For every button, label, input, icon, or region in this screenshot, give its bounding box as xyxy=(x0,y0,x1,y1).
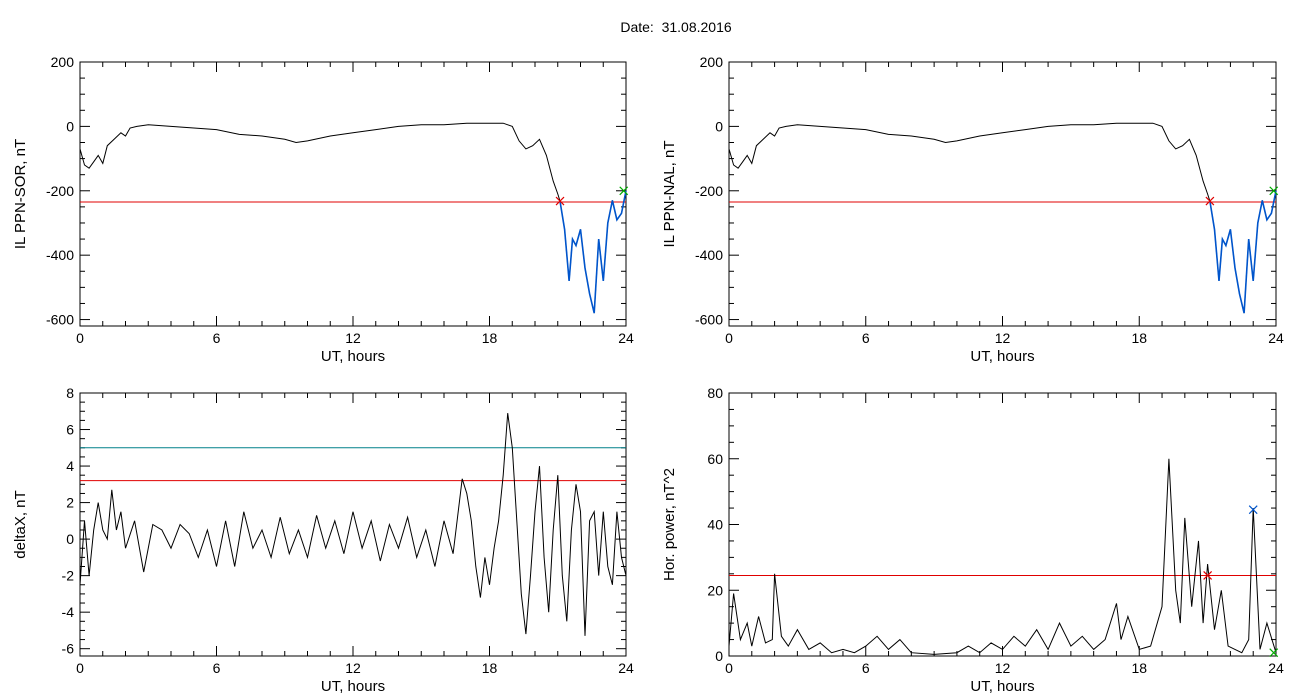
date-label: Date: xyxy=(620,19,654,35)
x-tick-label: 0 xyxy=(76,330,84,346)
x-tick-label: 0 xyxy=(76,660,84,676)
y-tick-label: 2 xyxy=(66,495,74,511)
series-line xyxy=(79,413,627,636)
marker-red xyxy=(1205,196,1215,206)
y-axis-label: Hor. power, nT^2 xyxy=(661,468,678,581)
y-axis-label: deltaX, nT xyxy=(12,490,29,558)
x-tick-label: 0 xyxy=(725,660,733,676)
x-tick-label: 0 xyxy=(725,330,733,346)
x-tick-label: 24 xyxy=(618,330,634,346)
x-tick-label: 6 xyxy=(862,330,870,346)
y-tick-label: 4 xyxy=(66,458,74,474)
x-tick-label: 12 xyxy=(345,660,361,676)
y-tick-label: -400 xyxy=(695,247,723,263)
marker-green xyxy=(619,186,629,196)
x-tick-label: 18 xyxy=(1131,330,1147,346)
x-tick-label: 6 xyxy=(862,660,870,676)
plot-frame xyxy=(79,392,627,657)
y-tick-label: -6 xyxy=(62,641,75,657)
series-line xyxy=(728,458,1277,655)
y-tick-label: -400 xyxy=(46,247,74,263)
series-line xyxy=(728,122,1277,314)
y-tick-label: -2 xyxy=(62,568,75,584)
highlight-segment xyxy=(1209,190,1277,314)
y-tick-label: 0 xyxy=(715,648,723,664)
x-tick-label: 18 xyxy=(1131,660,1147,676)
x-tick-label: 12 xyxy=(345,330,361,346)
page-title: Date: 31.08.2016 xyxy=(0,19,1300,35)
y-tick-label: 8 xyxy=(66,385,74,401)
y-tick-label: 80 xyxy=(707,385,723,401)
marker-red xyxy=(1203,571,1213,580)
y-tick-label: 40 xyxy=(707,517,723,533)
y-tick-label: -4 xyxy=(62,604,75,620)
y-tick-label: -600 xyxy=(46,312,74,328)
plot-frame xyxy=(79,61,627,327)
marker-blue xyxy=(1248,505,1258,515)
y-axis-label: IL PPN-SOR, nT xyxy=(12,139,29,249)
plot-frame xyxy=(728,61,1277,327)
x-tick-label: 18 xyxy=(482,330,498,346)
y-tick-label: 6 xyxy=(66,422,74,438)
x-tick-label: 24 xyxy=(1268,660,1284,676)
y-axis-label: IL PPN-NAL, nT xyxy=(661,141,678,248)
x-tick-label: 18 xyxy=(482,660,498,676)
x-axis-label: UT, hours xyxy=(970,348,1034,365)
x-tick-label: 12 xyxy=(995,660,1011,676)
y-tick-label: 20 xyxy=(707,582,723,598)
y-tick-label: 0 xyxy=(66,531,74,547)
x-tick-label: 12 xyxy=(995,330,1011,346)
x-tick-label: 24 xyxy=(618,660,634,676)
marker-green xyxy=(1269,186,1279,196)
y-tick-label: -200 xyxy=(695,183,723,199)
x-tick-label: 6 xyxy=(213,660,221,676)
date-value: 31.08.2016 xyxy=(661,19,732,35)
series-line xyxy=(79,122,627,314)
marker-green xyxy=(1269,648,1279,658)
y-tick-label: -600 xyxy=(695,312,723,328)
x-tick-label: 24 xyxy=(1268,330,1284,346)
y-tick-label: 0 xyxy=(66,118,74,134)
y-tick-label: 200 xyxy=(700,54,724,70)
y-tick-label: 0 xyxy=(715,118,723,134)
y-tick-label: 60 xyxy=(707,451,723,467)
highlight-segment xyxy=(559,190,627,314)
x-axis-label: UT, hours xyxy=(970,678,1034,695)
plot-frame xyxy=(728,392,1277,657)
y-tick-label: -200 xyxy=(46,183,74,199)
y-tick-label: 200 xyxy=(51,54,75,70)
marker-red xyxy=(555,196,565,206)
x-axis-label: UT, hours xyxy=(321,348,385,365)
x-tick-label: 6 xyxy=(213,330,221,346)
x-axis-label: UT, hours xyxy=(321,678,385,695)
